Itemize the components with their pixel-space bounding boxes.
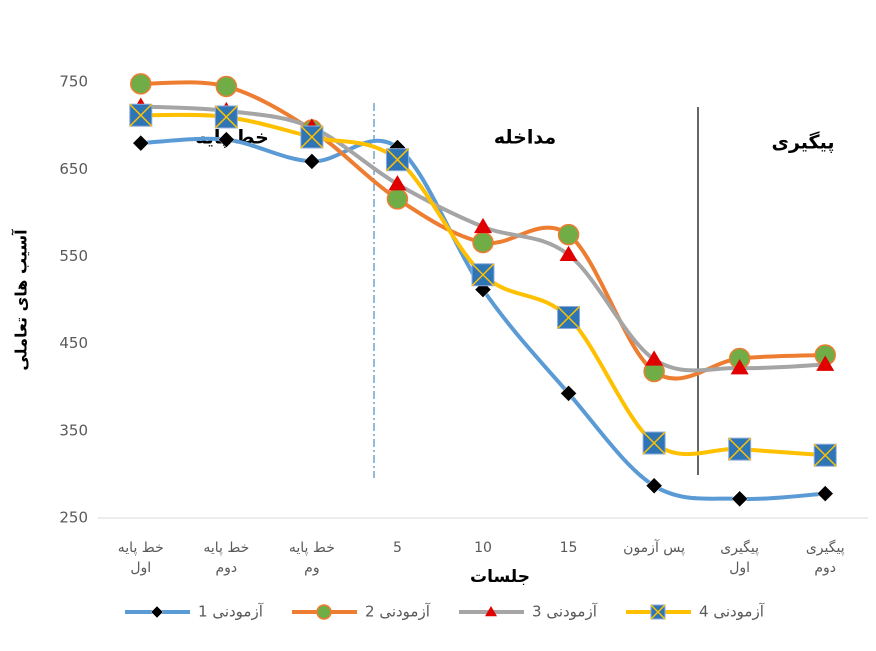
x-tick-label: 15 xyxy=(559,540,578,556)
x-tick-label: 10 xyxy=(474,540,492,556)
marker xyxy=(300,125,324,149)
x-tick-label: خط پایه اول xyxy=(117,540,164,576)
legend-label: آزمودنی 1 xyxy=(198,603,264,621)
y-axis-title: آسیب های تعاملی xyxy=(11,229,31,371)
marker xyxy=(388,175,407,191)
marker xyxy=(645,350,664,366)
marker xyxy=(730,359,749,375)
y-tick-label: 650 xyxy=(59,160,88,178)
x-tick-label: پیگیری اول xyxy=(720,540,760,576)
marker xyxy=(129,103,153,127)
marker xyxy=(214,105,238,129)
y-tick-label: 550 xyxy=(59,247,88,265)
y-tick-label: 450 xyxy=(59,334,88,352)
marker xyxy=(215,75,238,98)
legend-marker xyxy=(316,604,332,620)
marker xyxy=(132,134,150,152)
marker xyxy=(471,263,495,287)
marker xyxy=(386,188,409,210)
marker xyxy=(559,245,578,262)
legend-marker xyxy=(650,604,666,620)
marker xyxy=(645,477,663,495)
legend-marker xyxy=(150,605,164,619)
legend-marker xyxy=(485,606,497,617)
marker xyxy=(642,431,666,455)
marker xyxy=(728,437,752,461)
legend-label: آزمودنی 4 xyxy=(699,603,765,621)
marker xyxy=(303,153,321,170)
marker xyxy=(472,231,494,254)
marker xyxy=(816,355,835,371)
annotation: پیگیری xyxy=(772,131,835,154)
marker xyxy=(385,148,409,172)
marker xyxy=(813,443,837,467)
x-tick-label: خط پایه وم xyxy=(288,540,335,576)
legend-label: آزمودنی 2 xyxy=(365,603,431,621)
marker xyxy=(557,223,580,246)
y-tick-label: 250 xyxy=(59,509,88,527)
x-axis-title: جلسات xyxy=(470,567,530,587)
annotation: مداخله xyxy=(494,127,556,149)
legend-label: آزمودنی 3 xyxy=(532,603,598,621)
marker xyxy=(560,384,577,402)
marker xyxy=(731,490,749,508)
marker xyxy=(557,305,581,330)
y-tick-label: 750 xyxy=(59,73,88,91)
x-tick-label: پیگیری دوم xyxy=(805,540,845,576)
marker xyxy=(217,131,235,148)
y-tick-label: 350 xyxy=(59,421,88,439)
marker xyxy=(474,217,492,234)
marker xyxy=(816,485,834,502)
marker xyxy=(130,73,152,95)
x-tick-label: 5 xyxy=(392,540,402,556)
x-tick-label: پس آزمون xyxy=(623,540,686,556)
x-tick-label: خط پایه دوم xyxy=(203,540,250,576)
